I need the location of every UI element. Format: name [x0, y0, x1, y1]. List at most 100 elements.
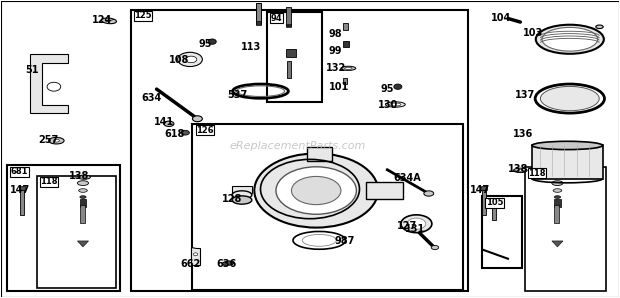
Bar — [554, 199, 560, 207]
Text: 257: 257 — [38, 135, 58, 145]
Text: 124: 124 — [92, 15, 112, 25]
Ellipse shape — [596, 25, 603, 29]
Polygon shape — [30, 54, 68, 114]
Ellipse shape — [102, 18, 117, 24]
Bar — [343, 23, 348, 30]
Ellipse shape — [177, 52, 202, 66]
Text: 105: 105 — [485, 198, 503, 207]
Text: 94: 94 — [270, 14, 282, 23]
Ellipse shape — [48, 137, 64, 144]
Text: 130: 130 — [378, 100, 398, 110]
Text: 132: 132 — [326, 63, 347, 73]
Ellipse shape — [192, 116, 202, 122]
Ellipse shape — [53, 139, 60, 142]
Text: 98: 98 — [329, 29, 342, 39]
Text: 104: 104 — [491, 13, 512, 23]
Bar — [492, 203, 496, 220]
Bar — [255, 21, 260, 25]
Polygon shape — [191, 247, 200, 265]
Text: 138: 138 — [508, 164, 528, 174]
Ellipse shape — [47, 82, 61, 91]
Text: 51: 51 — [25, 65, 39, 75]
Ellipse shape — [291, 176, 341, 205]
Ellipse shape — [345, 67, 352, 69]
Text: 108: 108 — [169, 55, 189, 65]
Text: 137: 137 — [515, 90, 536, 100]
Bar — [267, 12, 322, 102]
Ellipse shape — [164, 121, 174, 126]
Text: 103: 103 — [523, 28, 544, 38]
Text: 126: 126 — [196, 125, 214, 135]
Text: 131: 131 — [405, 224, 425, 234]
Bar — [525, 167, 606, 291]
Ellipse shape — [532, 141, 603, 150]
Text: 128: 128 — [222, 194, 242, 204]
Ellipse shape — [185, 56, 197, 63]
Text: 987: 987 — [335, 236, 355, 246]
Text: 537: 537 — [227, 90, 247, 100]
Text: 95: 95 — [198, 39, 212, 49]
Ellipse shape — [180, 130, 189, 135]
Text: 141: 141 — [154, 117, 174, 127]
Bar — [20, 190, 24, 215]
Bar — [554, 205, 559, 223]
Bar — [37, 176, 116, 288]
Ellipse shape — [407, 218, 426, 229]
Text: 138: 138 — [69, 171, 89, 181]
Bar — [482, 190, 486, 215]
Bar — [532, 145, 603, 179]
Ellipse shape — [390, 103, 401, 106]
Text: 662: 662 — [180, 259, 200, 269]
Bar — [80, 199, 86, 207]
Ellipse shape — [78, 175, 91, 179]
Bar — [287, 61, 291, 78]
Text: 147: 147 — [10, 185, 30, 195]
Ellipse shape — [552, 181, 563, 185]
Text: 127: 127 — [397, 221, 417, 231]
Ellipse shape — [553, 189, 562, 192]
Ellipse shape — [518, 170, 523, 171]
Bar — [255, 3, 260, 24]
Text: 118: 118 — [528, 169, 546, 178]
Text: 147: 147 — [469, 185, 490, 195]
Ellipse shape — [80, 196, 86, 198]
Bar — [19, 186, 25, 190]
Ellipse shape — [82, 176, 87, 178]
Text: 636: 636 — [216, 259, 236, 269]
Ellipse shape — [394, 84, 402, 89]
Ellipse shape — [513, 168, 527, 173]
Text: 618: 618 — [165, 128, 185, 139]
Text: 95: 95 — [381, 84, 394, 94]
Text: 681: 681 — [11, 167, 28, 176]
Bar — [232, 186, 252, 193]
Ellipse shape — [79, 189, 87, 192]
Text: 113: 113 — [241, 42, 261, 52]
Bar — [366, 181, 403, 199]
Ellipse shape — [276, 167, 356, 214]
Ellipse shape — [232, 191, 252, 199]
Ellipse shape — [536, 25, 604, 54]
Polygon shape — [552, 241, 563, 247]
Text: 634: 634 — [142, 93, 162, 103]
Bar — [307, 147, 332, 161]
Text: 101: 101 — [329, 82, 349, 92]
Ellipse shape — [341, 66, 356, 70]
Bar — [131, 10, 467, 291]
Ellipse shape — [424, 191, 434, 196]
Ellipse shape — [232, 196, 252, 204]
Bar — [286, 24, 291, 27]
Bar — [343, 41, 349, 47]
Bar — [192, 124, 463, 290]
Bar — [286, 49, 296, 57]
Bar — [481, 186, 487, 190]
Bar — [286, 7, 291, 26]
Text: 634A: 634A — [394, 173, 421, 183]
Text: 99: 99 — [329, 46, 342, 55]
Text: 136: 136 — [513, 128, 533, 139]
Bar — [80, 205, 85, 223]
Ellipse shape — [541, 86, 599, 111]
Ellipse shape — [193, 253, 198, 256]
Text: eReplacementParts.com: eReplacementParts.com — [229, 141, 366, 151]
Ellipse shape — [78, 181, 89, 185]
Ellipse shape — [432, 245, 439, 249]
